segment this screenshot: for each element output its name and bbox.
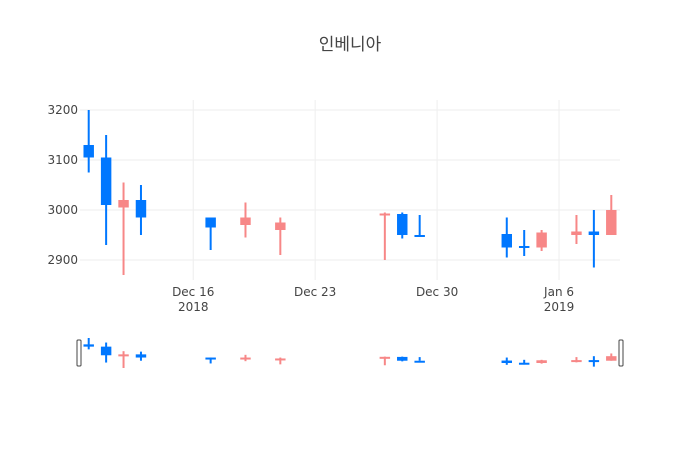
range-slider[interactable] (76, 338, 624, 368)
y-tick-label: 3100 (47, 153, 78, 167)
slider-candle-body (240, 357, 251, 360)
slider-candle-body (83, 344, 94, 347)
slider-candle-body (571, 360, 582, 363)
x-tick-label: Dec 16 (172, 285, 214, 299)
slider-candle-body (379, 356, 391, 359)
candle-body (83, 145, 94, 158)
candle-body (606, 210, 617, 235)
y-tick-label: 2900 (47, 253, 78, 267)
x-tick-year-label: 2018 (178, 300, 209, 314)
candle-body (135, 200, 147, 218)
slider-candle-body (275, 358, 286, 361)
slider-candle-body (536, 360, 547, 363)
x-tick-label: Dec 23 (294, 285, 336, 299)
slider-candle-body (588, 360, 600, 363)
grid-layer (80, 100, 620, 280)
range-slider-left-handle[interactable] (76, 339, 82, 367)
x-tick-year-label: 2019 (544, 300, 575, 314)
range-slider-right-handle[interactable] (618, 339, 624, 367)
candle-body (414, 235, 425, 237)
candle-body (205, 217, 216, 228)
candle-body (275, 222, 286, 230)
slider-candle-body (100, 346, 112, 356)
candle-layer (83, 110, 617, 275)
candle-body (501, 234, 512, 248)
x-tick-label: Jan 6 (543, 285, 574, 299)
slider-candle-body (135, 354, 147, 358)
candle-body (536, 232, 547, 248)
slider-candle-body (118, 354, 129, 357)
candle-body (379, 213, 391, 216)
slider-candle-body (205, 357, 216, 360)
candle-body (100, 157, 112, 205)
y-tick-label: 3000 (47, 203, 78, 217)
slider-candle-body (397, 356, 408, 361)
candle-body (118, 200, 129, 208)
slider-candle-body (501, 360, 512, 363)
candle-body (397, 214, 408, 235)
slider-candle-body (414, 360, 425, 363)
chart-title: 인베니아 (319, 35, 382, 55)
candle-body (240, 217, 251, 225)
y-tick-label: 3200 (47, 103, 78, 117)
slider-candle-body (606, 356, 617, 361)
candle-body (588, 231, 600, 235)
x-tick-label: Dec 30 (416, 285, 458, 299)
candle-body (571, 231, 582, 235)
slider-candle-body (518, 362, 530, 365)
candle-body (518, 246, 530, 248)
